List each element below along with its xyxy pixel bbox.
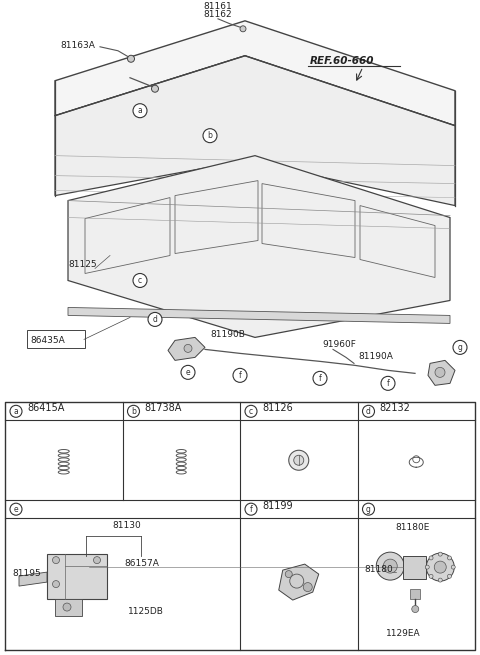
- Circle shape: [383, 559, 397, 573]
- Circle shape: [447, 574, 452, 578]
- Text: f: f: [250, 505, 252, 514]
- Circle shape: [434, 561, 446, 573]
- Circle shape: [203, 128, 217, 143]
- Circle shape: [133, 103, 147, 118]
- Circle shape: [289, 450, 309, 470]
- Circle shape: [381, 377, 395, 390]
- Circle shape: [438, 552, 442, 556]
- Text: g: g: [457, 343, 462, 352]
- Circle shape: [148, 312, 162, 326]
- Text: 81190B: 81190B: [210, 330, 245, 339]
- Text: a: a: [138, 106, 143, 115]
- Text: 81130: 81130: [112, 521, 141, 530]
- Text: 86435A: 86435A: [30, 336, 65, 345]
- Text: 81180E: 81180E: [396, 523, 430, 532]
- Text: f: f: [386, 379, 389, 388]
- Polygon shape: [47, 554, 107, 599]
- Polygon shape: [68, 156, 450, 337]
- Circle shape: [429, 556, 433, 560]
- Text: 81125: 81125: [68, 261, 96, 269]
- Text: 81161: 81161: [204, 2, 232, 11]
- Circle shape: [447, 556, 452, 560]
- Text: 91960F: 91960F: [322, 341, 356, 349]
- Circle shape: [52, 557, 60, 563]
- Text: 81163A: 81163A: [60, 41, 95, 50]
- Text: 81190A: 81190A: [358, 352, 393, 362]
- Text: 86157A: 86157A: [124, 559, 159, 568]
- Text: e: e: [186, 368, 190, 377]
- Text: b: b: [207, 131, 213, 140]
- Polygon shape: [55, 21, 455, 126]
- Text: b: b: [131, 407, 136, 416]
- Circle shape: [425, 565, 429, 569]
- Polygon shape: [19, 572, 47, 586]
- Text: 86415A: 86415A: [27, 403, 64, 413]
- Circle shape: [10, 503, 22, 515]
- Circle shape: [438, 578, 442, 582]
- Text: REF.60-660: REF.60-660: [310, 56, 374, 66]
- Circle shape: [435, 367, 445, 377]
- Text: 81738A: 81738A: [144, 403, 182, 413]
- Circle shape: [313, 371, 327, 385]
- Circle shape: [52, 580, 60, 588]
- Circle shape: [245, 405, 257, 417]
- Circle shape: [303, 582, 312, 591]
- Text: e: e: [14, 505, 18, 514]
- Circle shape: [133, 274, 147, 288]
- Circle shape: [362, 503, 374, 515]
- Text: 81162: 81162: [204, 10, 232, 19]
- Text: 1129EA: 1129EA: [385, 629, 420, 638]
- Text: d: d: [153, 315, 157, 324]
- Circle shape: [63, 603, 71, 611]
- Circle shape: [362, 405, 374, 417]
- Circle shape: [10, 405, 22, 417]
- Text: 81195: 81195: [12, 569, 41, 578]
- Text: f: f: [319, 374, 322, 383]
- Text: 81180: 81180: [364, 565, 393, 574]
- Polygon shape: [55, 56, 455, 206]
- Text: a: a: [13, 407, 18, 416]
- Circle shape: [181, 365, 195, 379]
- Polygon shape: [68, 307, 450, 324]
- FancyBboxPatch shape: [27, 330, 85, 348]
- Circle shape: [152, 85, 158, 92]
- Text: 1125DB: 1125DB: [128, 607, 163, 616]
- Text: g: g: [366, 505, 371, 514]
- Text: 81199: 81199: [262, 501, 293, 511]
- Circle shape: [294, 455, 304, 465]
- Polygon shape: [279, 564, 319, 600]
- Circle shape: [412, 606, 419, 612]
- Polygon shape: [55, 599, 82, 616]
- Polygon shape: [428, 360, 455, 385]
- Circle shape: [240, 26, 246, 32]
- Text: 82132: 82132: [380, 403, 410, 413]
- Circle shape: [128, 405, 140, 417]
- Text: 81126: 81126: [262, 403, 293, 413]
- Circle shape: [451, 565, 455, 569]
- Circle shape: [376, 552, 404, 580]
- Circle shape: [429, 574, 433, 578]
- Text: c: c: [249, 407, 253, 416]
- Circle shape: [233, 368, 247, 383]
- Circle shape: [453, 341, 467, 354]
- Text: f: f: [239, 371, 241, 380]
- Polygon shape: [168, 337, 205, 360]
- Text: d: d: [366, 407, 371, 416]
- Circle shape: [245, 503, 257, 515]
- Circle shape: [94, 557, 100, 563]
- Circle shape: [128, 55, 134, 62]
- Circle shape: [184, 345, 192, 352]
- Text: c: c: [138, 276, 142, 285]
- Circle shape: [285, 571, 292, 578]
- Circle shape: [426, 553, 454, 581]
- Polygon shape: [403, 556, 426, 579]
- Polygon shape: [410, 589, 420, 599]
